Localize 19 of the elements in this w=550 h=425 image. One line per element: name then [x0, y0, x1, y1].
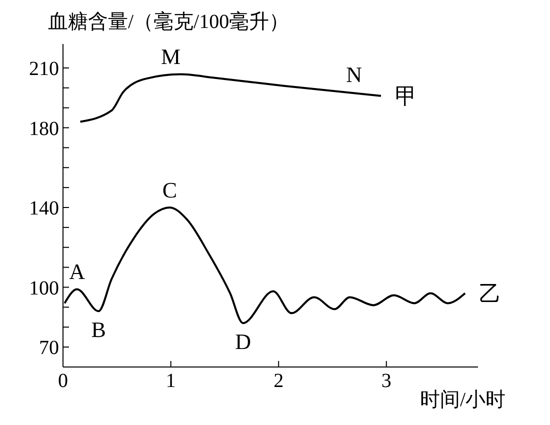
annotation: D — [235, 328, 251, 354]
x-tick-label: 1 — [166, 370, 176, 392]
y-tick-label: 210 — [29, 58, 59, 80]
series-label: 乙 — [479, 281, 502, 306]
annotation: B — [91, 316, 106, 342]
x-axis-title: 时间/小时 — [420, 388, 506, 413]
y-tick-label: 100 — [29, 277, 59, 300]
chart-title: 血糖含量/（毫克/100毫升） — [48, 10, 290, 35]
annotation: A — [69, 259, 86, 284]
y-tick-label: 140 — [29, 198, 59, 220]
x-tick-label: 0 — [58, 370, 68, 392]
annotation: N — [346, 62, 362, 87]
annotation: M — [161, 44, 181, 69]
x-tick-label: 2 — [274, 370, 284, 392]
y-tick-label: 180 — [29, 118, 59, 140]
annotation: C — [162, 177, 178, 202]
x-tick-label: 3 — [381, 370, 392, 392]
y-tick-label: 70 — [39, 337, 59, 360]
series-label: 甲 — [394, 84, 417, 109]
